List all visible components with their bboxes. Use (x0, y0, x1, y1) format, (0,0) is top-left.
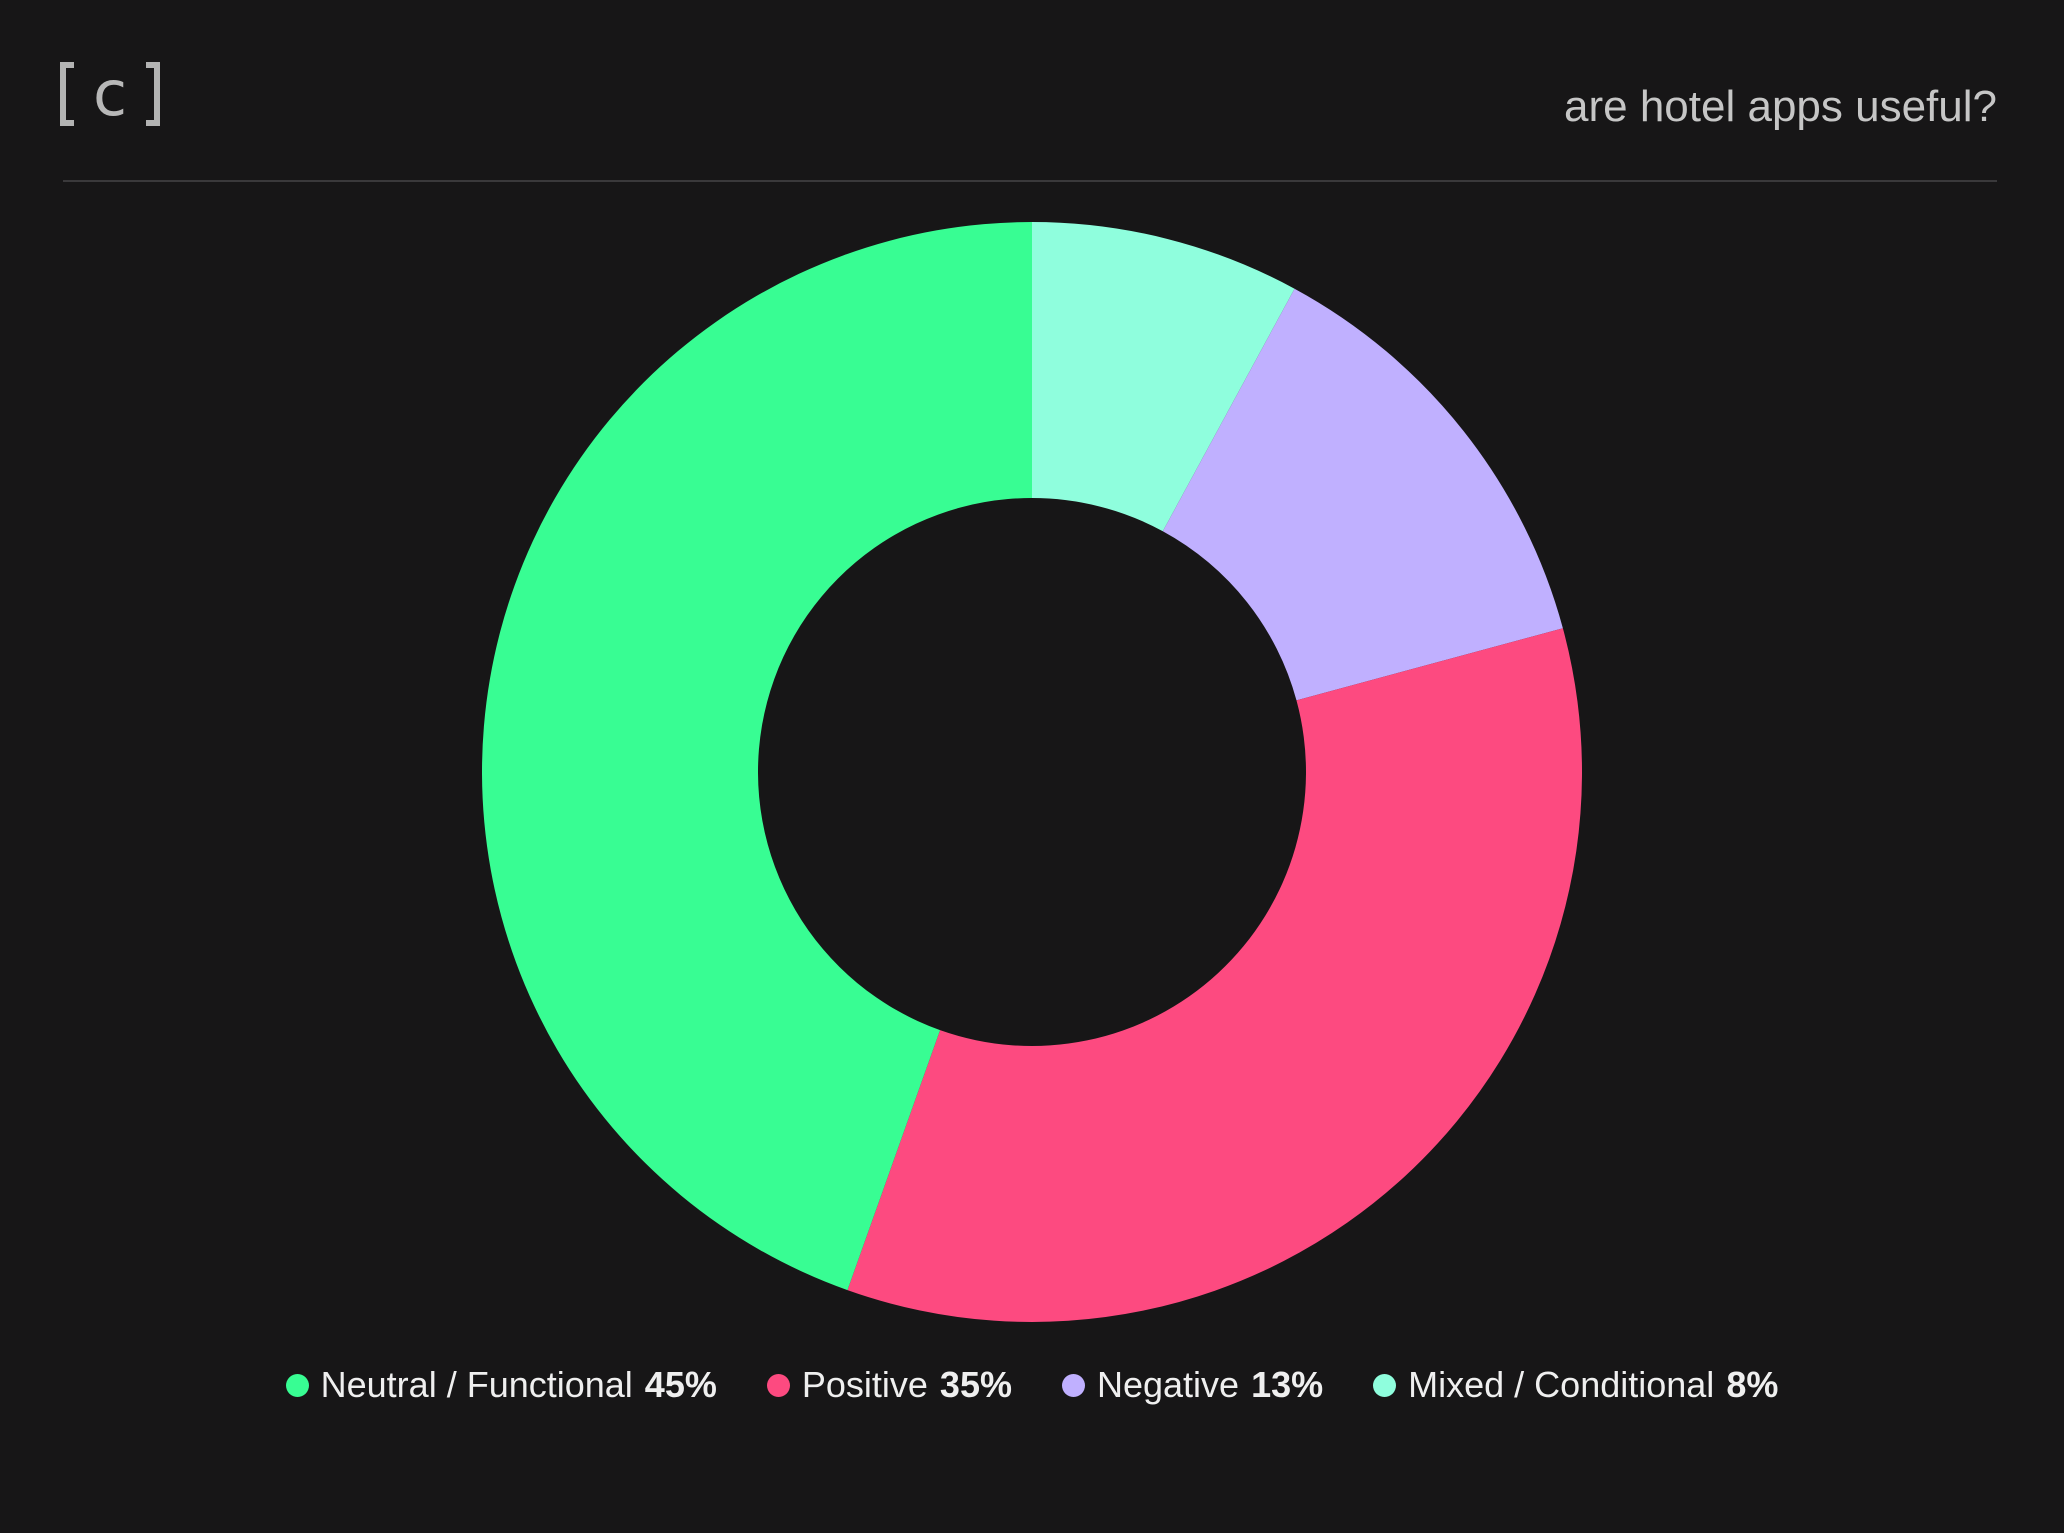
brand-logo: c (60, 56, 160, 136)
legend-value: 13% (1251, 1364, 1324, 1405)
legend-label: Neutral / Functional (320, 1364, 633, 1405)
logo-right-bracket (146, 62, 160, 126)
legend-swatch (766, 1373, 790, 1397)
page-title: are hotel apps useful? (1564, 82, 1997, 131)
donut-slice-mixed-conditional (1032, 222, 1295, 532)
legend-label: Negative (1096, 1364, 1240, 1405)
legend-value: 8% (1726, 1364, 1779, 1405)
donut-slice-neutral-functional (481, 222, 1033, 1291)
logo-letter: c (92, 57, 128, 130)
legend-label: Mixed / Conditional (1408, 1364, 1715, 1405)
chart-legend: Neutral / Functional 45% Positive 35% Negati… (0, 1364, 2064, 1406)
header-divider (63, 180, 1997, 182)
legend-swatch (1061, 1373, 1085, 1397)
donut-slice-negative (1162, 288, 1563, 701)
legend-value: 45% (644, 1364, 717, 1405)
legend-label: Positive (801, 1364, 928, 1405)
legend-item: Neutral / Functional 45% (285, 1364, 717, 1406)
legend-swatch (285, 1373, 309, 1397)
legend-item: Mixed / Conditional 8% (1373, 1364, 1778, 1406)
legend-value: 35% (939, 1364, 1012, 1405)
legend-item: Positive 35% (766, 1364, 1012, 1406)
legend-swatch (1373, 1373, 1397, 1397)
legend-item: Negative 13% (1061, 1364, 1324, 1406)
logo-left-bracket (60, 62, 74, 126)
donut-slice-positive (847, 628, 1582, 1323)
